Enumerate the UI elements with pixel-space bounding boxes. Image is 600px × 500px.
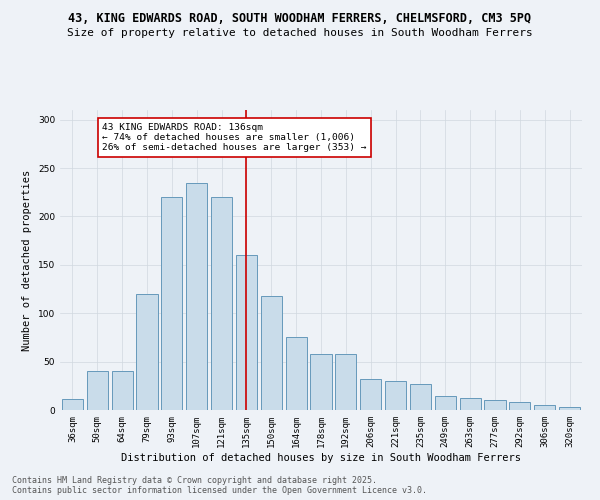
Text: 43 KING EDWARDS ROAD: 136sqm
← 74% of detached houses are smaller (1,006)
26% of: 43 KING EDWARDS ROAD: 136sqm ← 74% of de… (102, 122, 367, 152)
Text: Size of property relative to detached houses in South Woodham Ferrers: Size of property relative to detached ho… (67, 28, 533, 38)
Bar (559, 407, 580, 410)
X-axis label: Distribution of detached houses by size in South Woodham Ferrers: Distribution of detached houses by size … (121, 452, 521, 462)
Bar (534, 405, 555, 410)
Bar (112, 372, 133, 410)
Bar (385, 381, 406, 410)
Bar (261, 296, 282, 410)
Y-axis label: Number of detached properties: Number of detached properties (22, 170, 32, 350)
Text: Contains HM Land Registry data © Crown copyright and database right 2025.
Contai: Contains HM Land Registry data © Crown c… (12, 476, 427, 495)
Bar (310, 354, 332, 410)
Bar (335, 354, 356, 410)
Bar (509, 402, 530, 410)
Bar (360, 379, 381, 410)
Bar (435, 396, 456, 410)
Bar (211, 197, 232, 410)
Bar (236, 255, 257, 410)
Bar (484, 400, 506, 410)
Bar (460, 398, 481, 410)
Bar (186, 182, 207, 410)
Bar (410, 384, 431, 410)
Bar (161, 197, 182, 410)
Bar (62, 400, 83, 410)
Bar (136, 294, 158, 410)
Bar (286, 338, 307, 410)
Bar (87, 372, 108, 410)
Text: 43, KING EDWARDS ROAD, SOUTH WOODHAM FERRERS, CHELMSFORD, CM3 5PQ: 43, KING EDWARDS ROAD, SOUTH WOODHAM FER… (68, 12, 532, 26)
